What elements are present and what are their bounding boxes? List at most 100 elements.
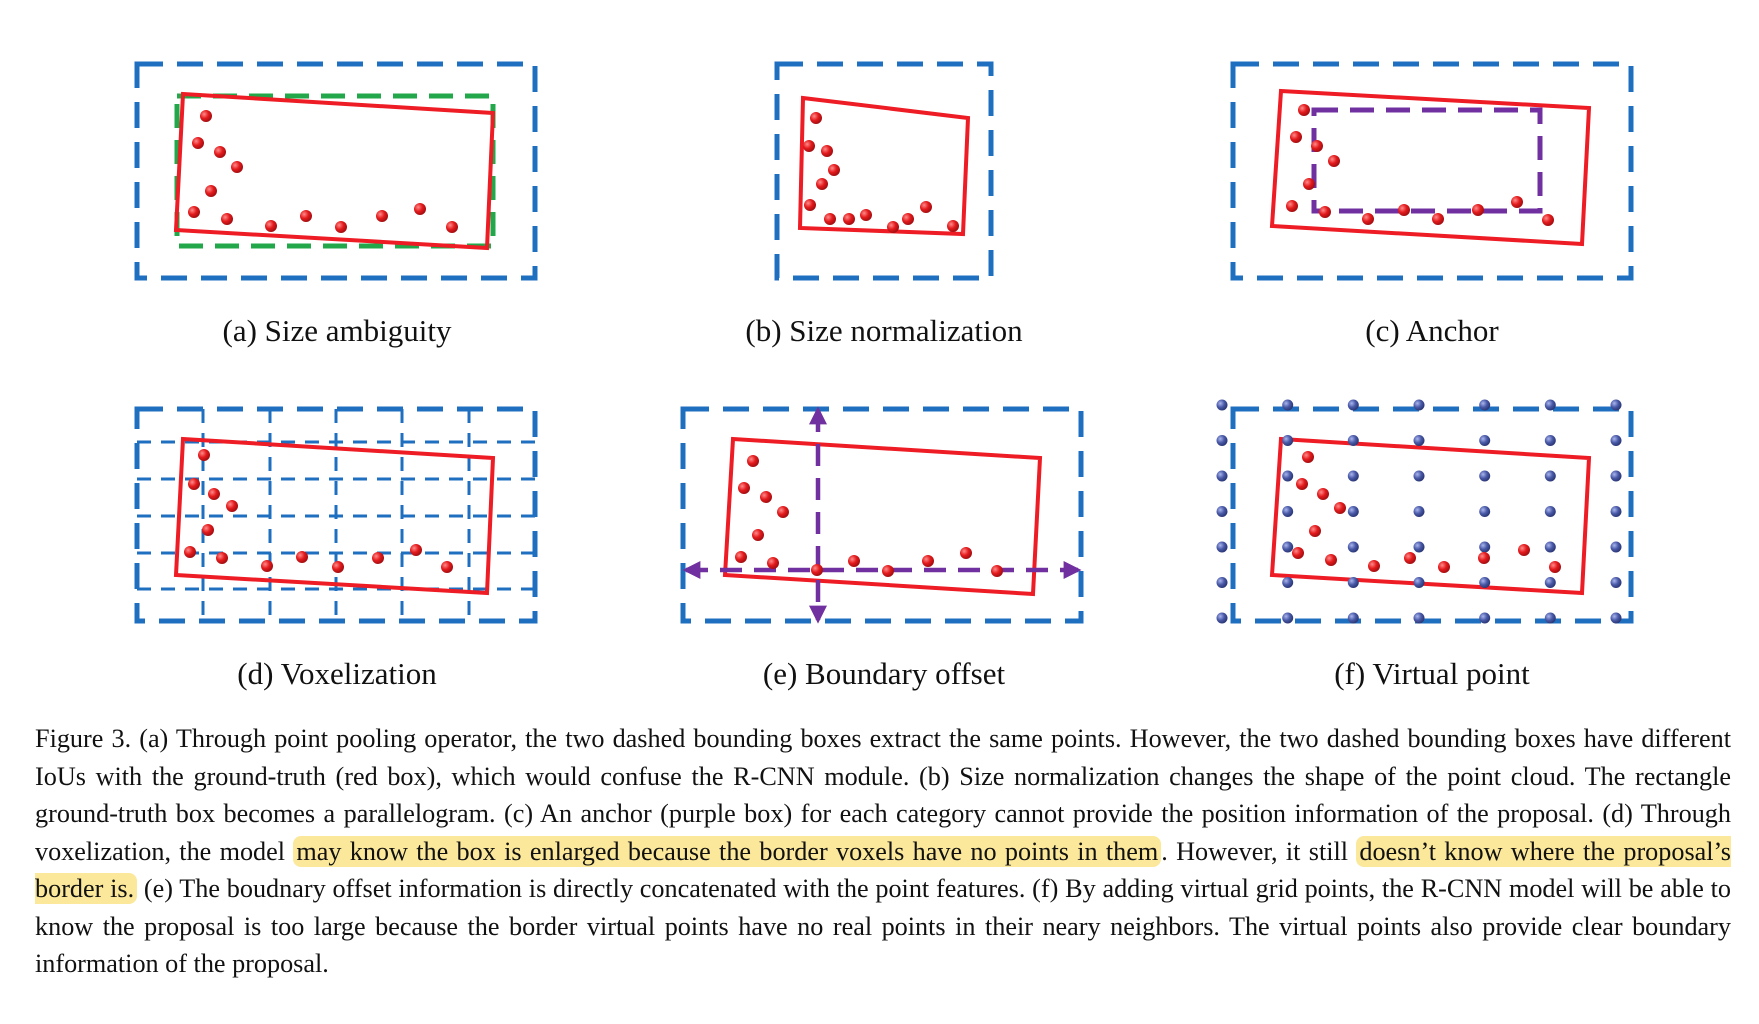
virtual-point xyxy=(1413,541,1425,553)
real-point xyxy=(810,112,822,124)
proposal-box xyxy=(1230,406,1634,624)
real-point xyxy=(1472,204,1484,216)
real-point xyxy=(811,564,823,576)
panel-b-caption: (b) Size normalization xyxy=(745,313,1023,348)
virtual-point xyxy=(1544,435,1556,446)
virtual-point xyxy=(1216,435,1228,446)
real-point xyxy=(1368,560,1380,572)
virtual-point xyxy=(1216,541,1228,553)
virtual-point xyxy=(1282,435,1294,446)
caption-text: Figure 3. (a) Through point pooling oper… xyxy=(35,724,1731,866)
real-point xyxy=(1518,544,1530,556)
real-point xyxy=(198,449,210,461)
virtual-point xyxy=(1282,541,1294,553)
real-point xyxy=(922,555,934,567)
real-point xyxy=(1317,488,1329,500)
virtual-point xyxy=(1479,470,1491,482)
real-point xyxy=(1303,178,1315,190)
real-point xyxy=(991,565,1003,577)
virtual-point xyxy=(1544,506,1556,517)
real-point xyxy=(738,482,750,494)
ground-truth-box xyxy=(1269,436,1592,596)
real-point xyxy=(208,488,220,500)
virtual-point xyxy=(1610,470,1622,482)
panel-f-virtual-point xyxy=(1216,399,1634,624)
virtual-point xyxy=(1610,577,1622,588)
virtual-point xyxy=(1413,612,1425,624)
real-point xyxy=(843,213,855,225)
real-point xyxy=(446,221,458,233)
ground-truth-box xyxy=(173,436,496,596)
real-point xyxy=(860,209,872,221)
panel-e-caption: (e) Boundary offset xyxy=(762,656,1006,691)
virtual-point xyxy=(1610,506,1622,517)
real-point xyxy=(1290,131,1302,143)
virtual-point xyxy=(1347,399,1359,411)
real-point xyxy=(848,555,860,567)
proposal-box xyxy=(774,61,994,281)
virtual-point xyxy=(1479,541,1491,553)
caption-text: (e) The boudnary offset information is d… xyxy=(35,874,1731,978)
virtual-point xyxy=(1282,399,1294,411)
real-points xyxy=(803,112,959,233)
panel-a-size-ambiguity xyxy=(134,61,538,281)
panel-e-boundary-offset xyxy=(680,406,1084,624)
virtual-point xyxy=(1347,506,1359,517)
virtual-point xyxy=(1479,612,1491,624)
caption-highlight: may know the box is enlarged because the… xyxy=(293,835,1162,867)
virtual-point xyxy=(1544,541,1556,553)
real-point xyxy=(821,145,833,157)
panel-c-anchor xyxy=(1230,61,1634,281)
virtual-point xyxy=(1347,612,1359,624)
virtual-point xyxy=(1413,435,1425,446)
real-point xyxy=(1286,200,1298,212)
real-point xyxy=(735,551,747,563)
real-point xyxy=(414,203,426,215)
real-point xyxy=(200,110,212,122)
virtual-point xyxy=(1413,577,1425,588)
virtual-point xyxy=(1282,470,1294,482)
real-point xyxy=(882,565,894,577)
real-point xyxy=(803,140,815,152)
virtual-point xyxy=(1216,577,1228,588)
virtual-point xyxy=(1544,577,1556,588)
real-point xyxy=(1511,196,1523,208)
virtual-point xyxy=(1347,577,1359,588)
virtual-point xyxy=(1479,399,1491,411)
virtual-point xyxy=(1347,435,1359,446)
virtual-point xyxy=(1347,541,1359,553)
real-point xyxy=(960,547,972,559)
virtual-point xyxy=(1282,506,1294,517)
real-point xyxy=(1328,155,1340,167)
real-point xyxy=(192,137,204,149)
virtual-point xyxy=(1413,399,1425,411)
virtual-point xyxy=(1216,506,1228,517)
real-points xyxy=(188,110,458,233)
proposal-box xyxy=(680,406,1084,624)
real-point xyxy=(188,206,200,218)
real-point xyxy=(205,185,217,197)
real-point xyxy=(1542,214,1554,226)
real-point xyxy=(760,491,772,503)
virtual-point xyxy=(1479,506,1491,517)
panel-c-caption: (c) Anchor xyxy=(1365,313,1499,348)
real-point xyxy=(1478,552,1490,564)
real-point xyxy=(184,546,196,558)
real-point xyxy=(335,221,347,233)
real-point xyxy=(1325,554,1337,566)
real-point xyxy=(752,529,764,541)
virtual-point xyxy=(1479,577,1491,588)
virtual-point xyxy=(1282,612,1294,624)
voxel-grid xyxy=(137,409,535,621)
virtual-point xyxy=(1216,612,1228,624)
real-point xyxy=(824,213,836,225)
real-point xyxy=(1311,140,1323,152)
real-point xyxy=(828,164,840,176)
real-point xyxy=(300,210,312,222)
real-point xyxy=(1362,213,1374,225)
real-point xyxy=(221,213,233,225)
real-point xyxy=(1432,213,1444,225)
ground-truth-box xyxy=(173,91,496,251)
real-point xyxy=(887,221,899,233)
